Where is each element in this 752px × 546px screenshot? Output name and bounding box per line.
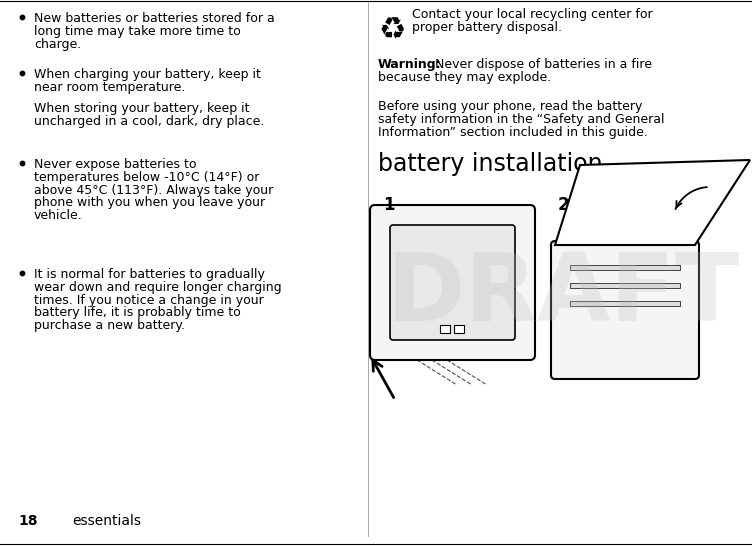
Text: because they may explode.: because they may explode. <box>378 71 551 84</box>
Text: safety information in the “Safety and General: safety information in the “Safety and Ge… <box>378 113 665 126</box>
Text: When storing your battery, keep it: When storing your battery, keep it <box>34 102 250 115</box>
Bar <box>570 265 680 270</box>
Text: New batteries or batteries stored for a: New batteries or batteries stored for a <box>34 12 274 25</box>
Text: Never dispose of batteries in a fire: Never dispose of batteries in a fire <box>431 58 652 71</box>
Text: charge.: charge. <box>34 38 81 51</box>
Text: DRAFT: DRAFT <box>387 249 740 341</box>
Text: times. If you notice a change in your: times. If you notice a change in your <box>34 294 264 307</box>
Text: Never expose batteries to: Never expose batteries to <box>34 158 196 171</box>
Text: Information” section included in this guide.: Information” section included in this gu… <box>378 126 648 139</box>
Text: above 45°C (113°F). Always take your: above 45°C (113°F). Always take your <box>34 183 273 197</box>
FancyBboxPatch shape <box>370 205 535 360</box>
Text: battery installation: battery installation <box>378 152 602 176</box>
Text: 18: 18 <box>18 514 38 528</box>
FancyBboxPatch shape <box>390 225 515 340</box>
Text: Warning:: Warning: <box>378 58 441 71</box>
Text: proper battery disposal.: proper battery disposal. <box>412 21 562 34</box>
Bar <box>570 301 680 306</box>
Text: It is normal for batteries to gradually: It is normal for batteries to gradually <box>34 268 265 281</box>
Text: Contact your local recycling center for: Contact your local recycling center for <box>412 8 653 21</box>
Text: purchase a new battery.: purchase a new battery. <box>34 319 185 332</box>
Bar <box>454 325 464 333</box>
Text: long time may take more time to: long time may take more time to <box>34 25 241 38</box>
Text: near room temperature.: near room temperature. <box>34 81 186 94</box>
Text: uncharged in a cool, dark, dry place.: uncharged in a cool, dark, dry place. <box>34 115 265 128</box>
Text: phone with you when you leave your: phone with you when you leave your <box>34 197 265 210</box>
Text: essentials: essentials <box>72 514 141 528</box>
Text: vehicle.: vehicle. <box>34 209 83 222</box>
Polygon shape <box>555 160 750 245</box>
Text: When charging your battery, keep it: When charging your battery, keep it <box>34 68 261 81</box>
Text: 2: 2 <box>558 196 569 214</box>
Bar <box>570 283 680 288</box>
FancyBboxPatch shape <box>551 241 699 379</box>
Text: temperatures below -10°C (14°F) or: temperatures below -10°C (14°F) or <box>34 171 259 184</box>
Text: 1: 1 <box>383 196 395 214</box>
Text: wear down and require longer charging: wear down and require longer charging <box>34 281 282 294</box>
Text: Before using your phone, read the battery: Before using your phone, read the batter… <box>378 100 642 113</box>
Text: ♻: ♻ <box>378 16 405 45</box>
Bar <box>440 325 450 333</box>
Text: battery life, it is probably time to: battery life, it is probably time to <box>34 306 241 319</box>
